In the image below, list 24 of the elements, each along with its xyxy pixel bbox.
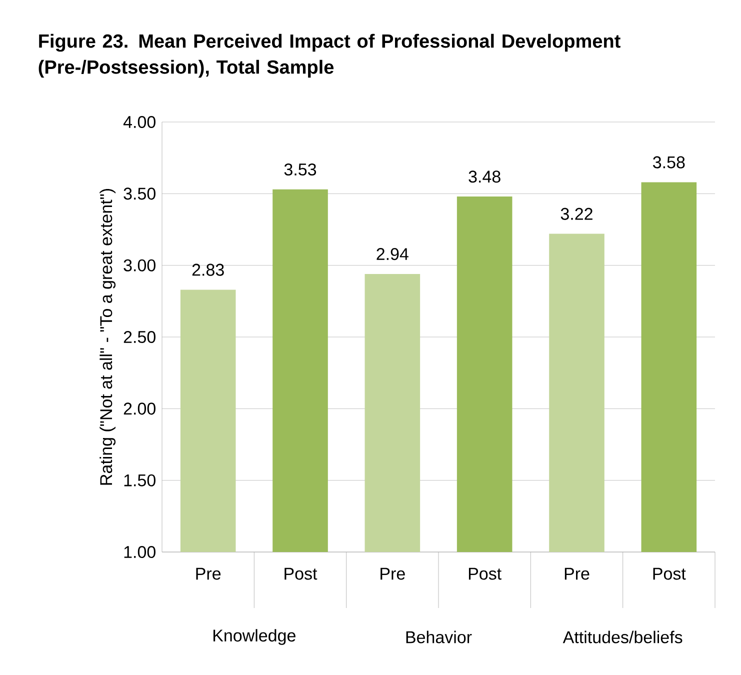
x-tick-label: Post bbox=[284, 568, 318, 580]
x-tick-label: Pre bbox=[196, 568, 221, 580]
y-axis-title: Rating ("Not at all" - "To a great extent") bbox=[100, 189, 116, 485]
x-tick-label: Pre bbox=[380, 568, 405, 580]
y-tick-label: 4.00 bbox=[123, 116, 156, 128]
data-label: 3.53 bbox=[284, 163, 316, 176]
y-tick-label: 1.00 bbox=[124, 546, 156, 558]
x-tick-label: Pre bbox=[564, 568, 590, 580]
data-label: 3.48 bbox=[468, 170, 500, 183]
data-label: 3.22 bbox=[560, 208, 592, 220]
chart-title: Figure 23. Mean Perceived Impact of Professional Development (Pre-/Postsession), Total Sample bbox=[38, 34, 620, 78]
y-tick-label: 2.00 bbox=[124, 402, 156, 415]
text: Knowledge bbox=[214, 629, 296, 645]
text: Behavior bbox=[406, 630, 472, 644]
x-tick-label: Post bbox=[468, 568, 502, 580]
y-tick-label: 1.50 bbox=[124, 474, 156, 486]
y-tick-label: 3.00 bbox=[124, 259, 156, 272]
x-tick-label: Post bbox=[653, 568, 686, 580]
text: Attitudes/beliefs bbox=[562, 630, 682, 644]
data-label: 3.58 bbox=[653, 156, 685, 168]
y-tick-label: 2.50 bbox=[124, 330, 156, 344]
data-label: 2.83 bbox=[192, 264, 224, 276]
y-tick-label: 3.50 bbox=[124, 188, 156, 200]
data-label: 2.94 bbox=[376, 248, 408, 260]
